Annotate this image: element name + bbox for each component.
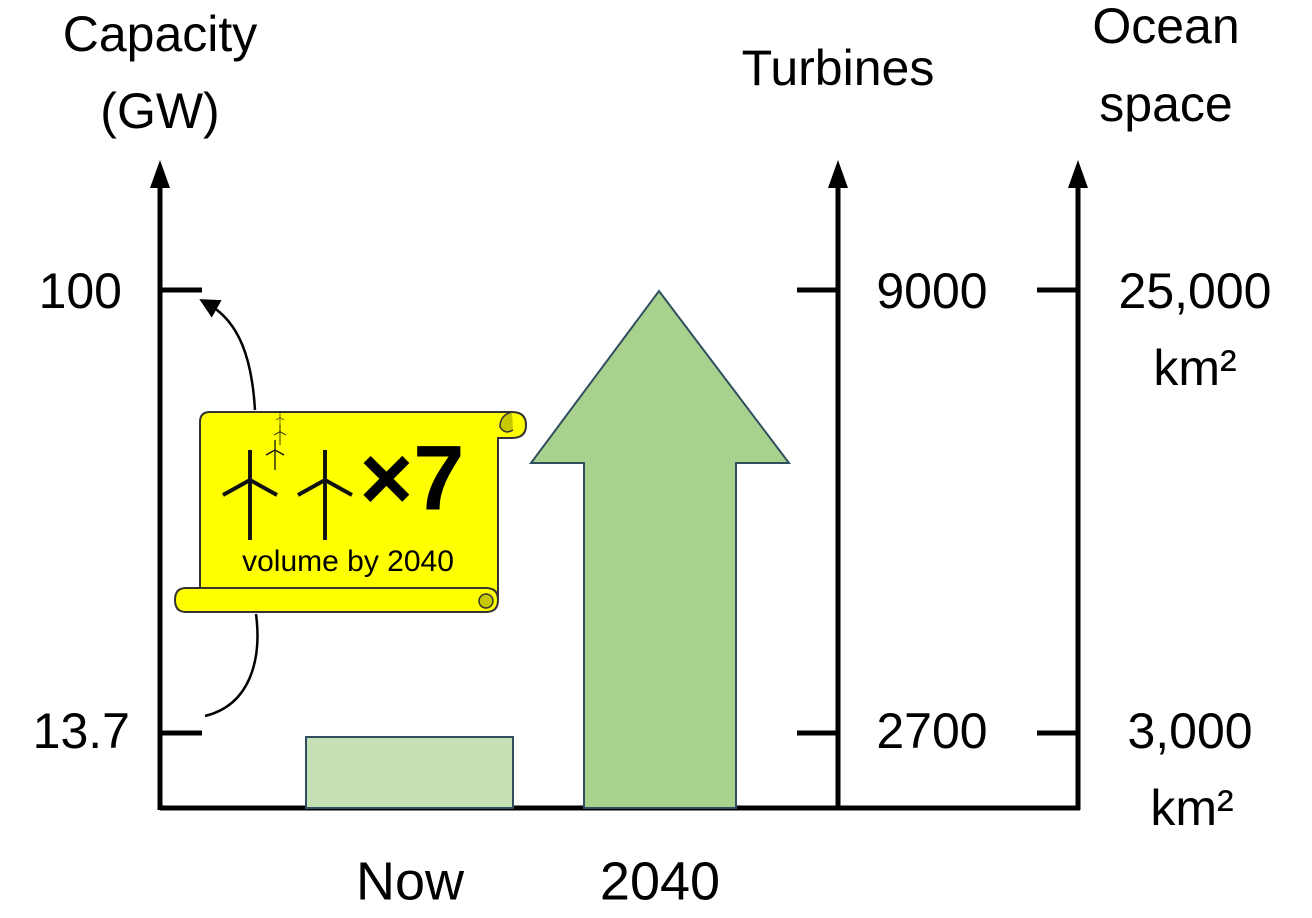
callout-text: volume by 2040 — [242, 545, 454, 578]
tick-label: 9000 — [876, 263, 987, 319]
tick-unit: km² — [1150, 780, 1233, 836]
category-label: 2040 — [600, 851, 720, 911]
axis-title: Turbines — [742, 40, 935, 96]
now-bar — [305, 736, 514, 809]
tick-label: 2700 — [876, 703, 987, 759]
tick-label: 13.7 — [33, 703, 130, 759]
axis-title: Ocean — [1092, 0, 1239, 54]
axis-title: Capacity — [63, 6, 258, 62]
axis-title: (GW) — [100, 83, 219, 139]
growth-arrow — [529, 289, 792, 809]
axis-arrow — [828, 160, 848, 188]
callout-scroll: ×7 volume by 2040 — [173, 411, 528, 613]
axis-arrow — [1068, 160, 1088, 188]
tick-unit: km² — [1153, 340, 1236, 396]
tick-label: 25,000 — [1119, 263, 1272, 319]
axis-title: space — [1099, 76, 1232, 132]
tick-label: 3,000 — [1127, 703, 1252, 759]
connector — [199, 299, 257, 411]
category-label: Now — [356, 851, 465, 911]
connector — [204, 613, 259, 718]
tick-label: 100 — [39, 263, 122, 319]
axis-arrow — [150, 160, 170, 188]
callout-multiplier: ×7 — [360, 427, 465, 529]
